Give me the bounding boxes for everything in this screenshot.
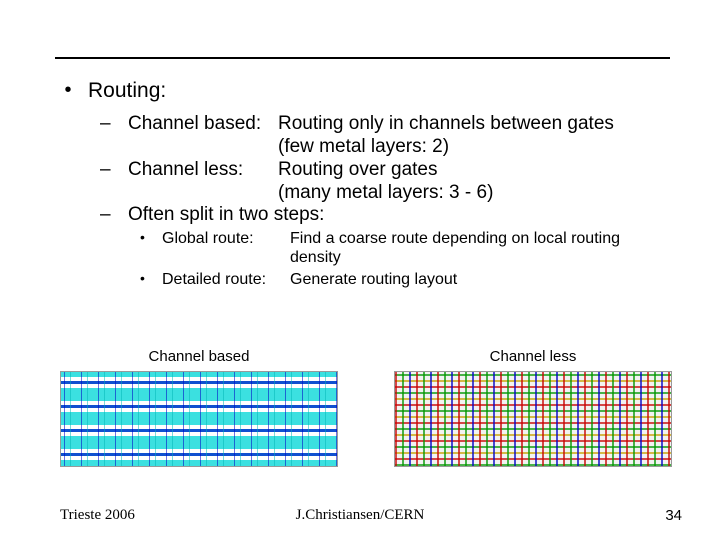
bullet-l3-char: •	[140, 270, 150, 289]
bullet-l2-0: – Channel based: Routing only in channel…	[100, 113, 672, 136]
slide-body: • Routing: – Channel based: Routing only…	[62, 78, 672, 289]
figure-b: Channel less	[394, 348, 672, 467]
bullet-l2-char: –	[100, 113, 114, 136]
figure-b-image	[394, 371, 672, 467]
bullet-l2-1b: (many metal layers: 3 - 6)	[100, 182, 672, 205]
bullet-l2-val: Routing only in channels between gates	[278, 113, 614, 136]
figures-row: Channel based Channel less	[60, 348, 672, 467]
bullet-l3-1: • Detailed route: Generate routing layou…	[140, 270, 672, 289]
bullet-l2-spacer	[100, 136, 114, 159]
bullet-l2-2: – Often split in two steps:	[100, 204, 672, 227]
figure-b-caption: Channel less	[490, 348, 577, 365]
bullet-l2-key-spacer	[128, 182, 278, 205]
bullet-l1-char: •	[62, 78, 74, 103]
bullet-l2-0b: (few metal layers: 2)	[100, 136, 672, 159]
bullet-l3-val: Generate routing layout	[290, 270, 457, 289]
bullet-l1: • Routing:	[62, 78, 672, 103]
bullet-l2-spacer	[100, 182, 114, 205]
figure-a: Channel based	[60, 348, 338, 467]
figure-a-image	[60, 371, 338, 467]
figure-a-caption: Channel based	[149, 348, 250, 365]
bullet-l2-char: –	[100, 159, 114, 182]
bullet-l2-val2: (many metal layers: 3 - 6)	[278, 182, 493, 205]
bullet-l1-text: Routing:	[88, 78, 166, 103]
bullet-l3-char: •	[140, 229, 150, 267]
bullet-l3-val: Find a coarse route depending on local r…	[290, 229, 620, 267]
bullet-l2-key: Channel based:	[128, 113, 278, 136]
bullet-l2-val: Routing over gates	[278, 159, 438, 182]
footer-center: J.Christiansen/CERN	[0, 507, 720, 524]
bullet-l3-key: Detailed route:	[162, 270, 290, 289]
bullet-l2-key-spacer	[128, 136, 278, 159]
bullet-l3-key: Global route:	[162, 229, 290, 267]
bullet-l2-val2: (few metal layers: 2)	[278, 136, 449, 159]
footer-page: 34	[665, 507, 682, 524]
bullet-l2-key: Channel less:	[128, 159, 278, 182]
bullet-l2-1: – Channel less: Routing over gates	[100, 159, 672, 182]
bullet-l3-0: • Global route: Find a coarse route depe…	[140, 229, 672, 267]
bullet-l2-text: Often split in two steps:	[128, 204, 324, 227]
title-rule	[55, 57, 670, 59]
slide: • Routing: – Channel based: Routing only…	[0, 0, 720, 540]
bullet-l2-char: –	[100, 204, 114, 227]
